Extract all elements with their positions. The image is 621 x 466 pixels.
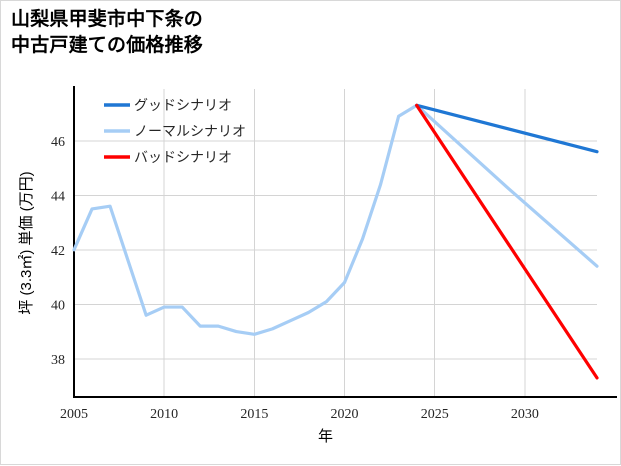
page-title: 山梨県甲斐市中下条の 中古戸建ての価格推移: [11, 9, 204, 56]
series-line-ノーマルシナリオ: [72, 103, 599, 336]
series-line-グッドシナリオ: [415, 103, 599, 154]
axis-spines: [72, 86, 617, 399]
axis-titles: 年 坪 (3.3㎡) 単価 (万円): [18, 171, 333, 445]
x-tick-labels: 2005 2010 2015 2020 2025 2030: [60, 407, 539, 422]
y-tick-label: 40: [51, 298, 65, 313]
x-tick-label: 2010: [150, 407, 178, 422]
y-tick-label: 38: [51, 353, 65, 368]
legend-label: グッドシナリオ: [134, 98, 232, 114]
x-tick-label: 2005: [60, 407, 88, 422]
x-axis-title: 年: [318, 428, 333, 445]
data-series: [72, 103, 599, 380]
legend-label: バッドシナリオ: [134, 151, 232, 166]
x-tick-label: 2030: [511, 407, 539, 422]
y-axis-title: 坪 (3.3㎡) 単価 (万円): [18, 171, 35, 314]
grid-lines: [73, 89, 597, 397]
y-tick-label: 44: [51, 189, 65, 204]
y-tick-label: 42: [51, 244, 65, 259]
y-tick-label: 46: [51, 135, 65, 150]
x-tick-label: 2020: [331, 407, 359, 422]
x-tick-label: 2025: [421, 407, 449, 422]
y-tick-labels: 38 40 42 44 46: [51, 135, 65, 368]
x-tick-label: 2015: [240, 407, 268, 422]
legend-label: ノーマルシナリオ: [134, 125, 246, 140]
series-line-バッドシナリオ: [415, 103, 599, 380]
